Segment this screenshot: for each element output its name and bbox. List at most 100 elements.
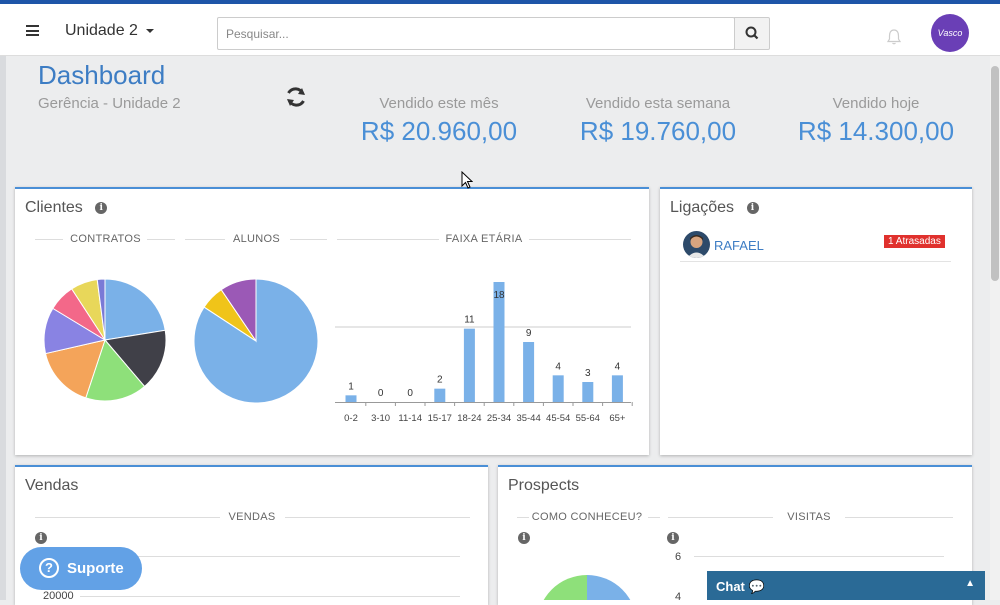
hamburger-menu-icon[interactable] [26,25,39,36]
suporte-button[interactable]: ? Suporte [20,547,142,590]
bar[interactable] [552,375,564,402]
x-axis-tick-label: 15-17 [428,413,452,424]
faixa-etaria-bar-chart: 1 0-2 0 3-10 0 11-14 2 15-17 11 18-24 18 25-34 9 35-4… [335,282,633,424]
bar-data-label: 9 [526,328,532,339]
info-icon[interactable]: i [35,532,47,544]
como-conheceu-label: COMO CONHECEU? [531,511,643,523]
bar[interactable] [434,388,446,402]
bar[interactable] [582,382,594,402]
ligacoes-title-text: Ligações [670,199,735,216]
cursor-icon [461,171,473,189]
alunos-label: ALUNOS [232,233,281,245]
page-scrollbar[interactable] [990,56,1000,600]
user-avatar[interactable]: Vasco [931,14,969,52]
bar-data-label: 0 [378,388,384,399]
divider [517,517,529,518]
bar-data-label: 2 [437,375,443,386]
divider [35,239,63,240]
unit-dropdown-label: Unidade 2 [65,22,138,39]
ligacoes-panel: Ligações i [660,187,972,455]
bar-data-label: 3 [585,368,591,379]
bar[interactable] [611,375,623,402]
question-icon: ? [39,558,59,578]
list-item[interactable]: RAFAEL 1 Atrasadas [680,230,951,262]
chat-label: Chat 💬 [716,579,765,594]
top-navbar: Unidade 2 Vasco [0,0,1000,56]
chart-gridline [80,596,460,597]
side-edge [0,56,6,600]
contact-name[interactable]: RAFAEL [714,238,764,253]
unit-dropdown[interactable]: Unidade 2 [65,22,154,40]
y-axis-tick: 4 [675,591,682,603]
divider [185,239,225,240]
bell-icon[interactable] [885,28,903,46]
pie-slice[interactable] [220,278,257,343]
bar-data-label: 18 [493,290,505,301]
avatar-text: Vasco [937,28,963,38]
suporte-label: Suporte [67,560,124,577]
bar-data-label: 4 [555,361,561,372]
pie-slice[interactable] [104,329,167,388]
stat-week-value: R$ 19.760,00 [579,116,737,146]
stat-today-label: Vendido hoje [832,95,920,112]
x-axis-tick-label: 35-44 [516,413,540,424]
info-icon[interactable]: i [518,532,530,544]
visitas-label: VISITAS [787,511,831,523]
divider [35,517,220,518]
contratos-pie-chart [43,278,167,402]
stat-week-label: Vendido esta semana [585,95,731,112]
stat-month: Vendido este mês R$ 20.960,00 [359,95,519,147]
como-conheceu-pie-chart [543,575,631,600]
chevron-up-icon[interactable]: ▲ [965,578,975,589]
stat-week: Vendido esta semana R$ 19.760,00 [578,95,738,147]
x-axis-tick-label: 3-10 [371,413,390,424]
bar-data-label: 4 [615,361,621,372]
search-input[interactable] [217,17,735,50]
ligacoes-title: Ligações i [670,199,759,217]
x-axis-tick-label: 55-64 [576,413,600,424]
stat-today-value: R$ 14.300,00 [797,116,955,146]
x-axis-tick-label: 18-24 [457,413,481,424]
faixa-label: FAIXA ETÁRIA [445,233,523,245]
chart-gridline [694,556,944,557]
stat-today: Vendido hoje R$ 14.300,00 [796,95,956,147]
y-axis-tick: 6 [675,551,682,563]
stat-month-label: Vendido este mês [379,95,499,112]
alunos-pie-chart [194,278,318,404]
chat-widget[interactable]: Chat 💬 ▲ [707,571,985,600]
info-icon[interactable]: i [667,532,679,544]
chart-gridline [40,556,460,557]
clientes-title: Clientes i [25,199,108,217]
stat-month-value: R$ 20.960,00 [360,116,518,146]
bar-data-label: 1 [348,381,354,392]
bar[interactable] [463,328,475,402]
pie-slice[interactable] [96,278,106,341]
info-icon[interactable]: i [95,201,108,214]
pie-slice[interactable] [85,338,146,402]
x-axis-tick-label: 0-2 [344,413,358,424]
page-title: Dashboard [38,60,166,90]
pie-slice[interactable] [104,278,166,341]
vendas-title: Vendas [25,477,79,494]
y-axis-tick: 20000 [43,590,74,602]
bar[interactable] [523,342,535,402]
divider [337,239,439,240]
x-axis-tick-label: 11-14 [398,413,422,424]
x-axis-tick-label: 65+ [609,413,626,424]
search-button[interactable] [734,17,770,50]
x-axis-tick-label: 25-34 [487,413,511,424]
info-icon[interactable]: i [746,201,759,214]
vendas-section-label: VENDAS [228,511,276,523]
divider [668,517,773,518]
avatar [683,231,710,258]
x-axis-tick-label: 45-54 [546,413,570,424]
divider [845,517,953,518]
bar[interactable] [345,395,357,402]
clientes-title-text: Clientes [25,199,83,216]
refresh-icon[interactable] [284,85,308,109]
page-subtitle: Gerência - Unidade 2 [38,95,181,112]
bar[interactable] [493,282,505,402]
scrollbar-thumb[interactable] [991,66,999,281]
pie-slice[interactable] [44,339,106,399]
bar-data-label: 0 [407,388,413,399]
